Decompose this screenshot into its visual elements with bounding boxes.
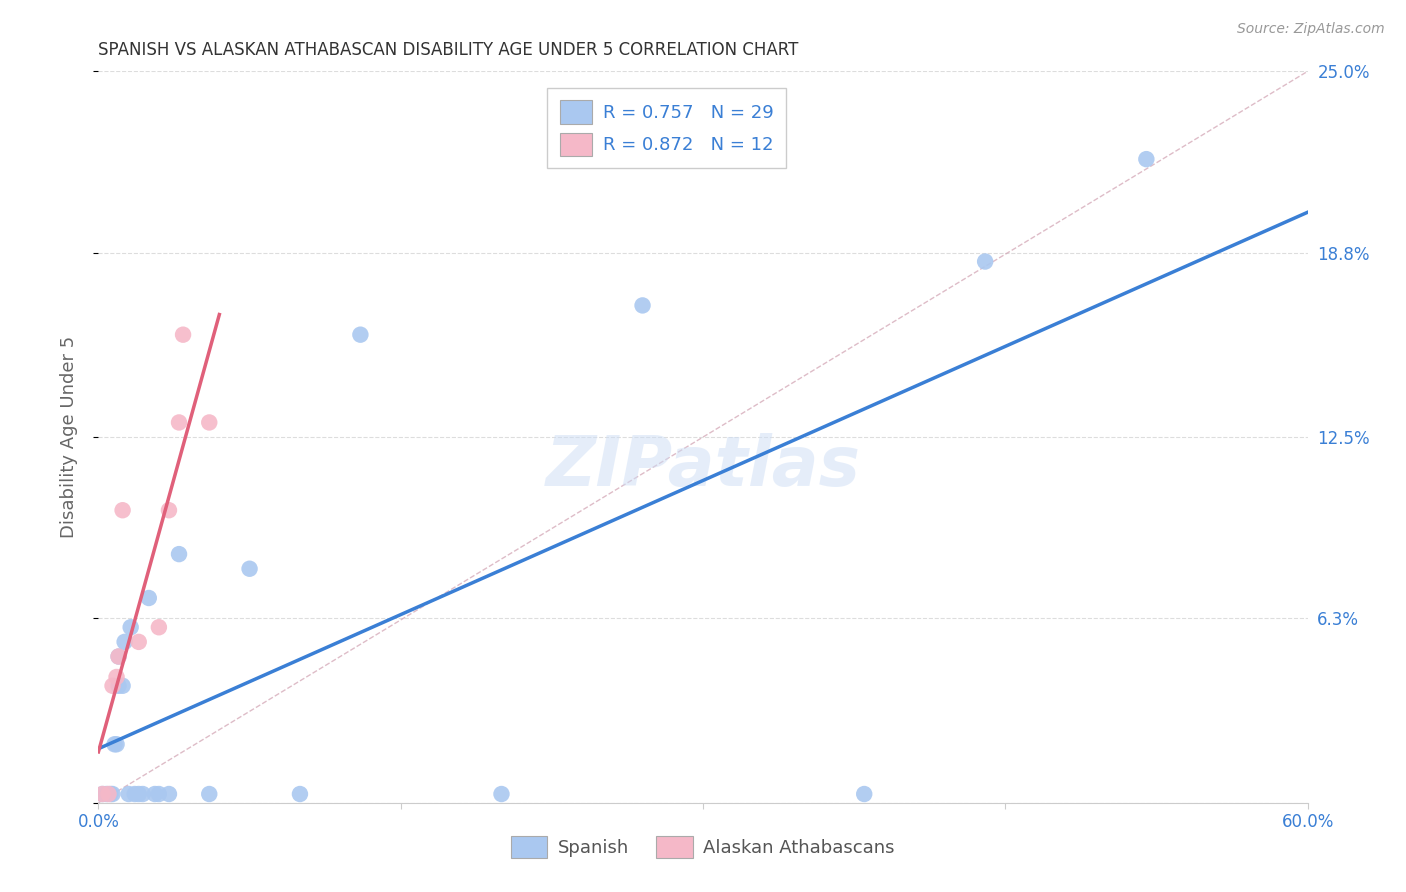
Point <box>103 737 125 751</box>
Point <box>172 327 194 342</box>
Point <box>105 670 128 684</box>
Point <box>853 787 876 801</box>
Point <box>91 787 114 801</box>
Point <box>132 787 155 801</box>
Point <box>107 649 129 664</box>
Point <box>128 635 150 649</box>
Point <box>198 787 221 801</box>
Point <box>111 679 134 693</box>
Text: Source: ZipAtlas.com: Source: ZipAtlas.com <box>1237 22 1385 37</box>
Legend: Spanish, Alaskan Athabascans: Spanish, Alaskan Athabascans <box>502 827 904 867</box>
Point <box>491 787 513 801</box>
Point <box>167 416 190 430</box>
Y-axis label: Disability Age Under 5: Disability Age Under 5 <box>59 336 77 538</box>
Point <box>114 635 136 649</box>
Point <box>105 737 128 751</box>
Point <box>118 787 141 801</box>
Point <box>120 620 142 634</box>
Point <box>143 787 166 801</box>
Point <box>97 787 120 801</box>
Point <box>349 327 371 342</box>
Point <box>128 787 150 801</box>
Point <box>138 591 160 605</box>
Point <box>1135 152 1157 166</box>
Point <box>101 679 124 693</box>
Point <box>167 547 190 561</box>
Point <box>96 787 118 801</box>
Point <box>107 679 129 693</box>
Point <box>148 620 170 634</box>
Point <box>111 503 134 517</box>
Point <box>124 787 146 801</box>
Point <box>100 787 122 801</box>
Point <box>91 787 114 801</box>
Point <box>198 416 221 430</box>
Point <box>239 562 262 576</box>
Point <box>148 787 170 801</box>
Text: SPANISH VS ALASKAN ATHABASCAN DISABILITY AGE UNDER 5 CORRELATION CHART: SPANISH VS ALASKAN ATHABASCAN DISABILITY… <box>98 41 799 59</box>
Point <box>101 787 124 801</box>
Point <box>107 649 129 664</box>
Point <box>631 298 654 312</box>
Point <box>288 787 311 801</box>
Text: ZIPatlas: ZIPatlas <box>546 433 860 500</box>
Point <box>974 254 997 268</box>
Point <box>157 503 180 517</box>
Point <box>157 787 180 801</box>
